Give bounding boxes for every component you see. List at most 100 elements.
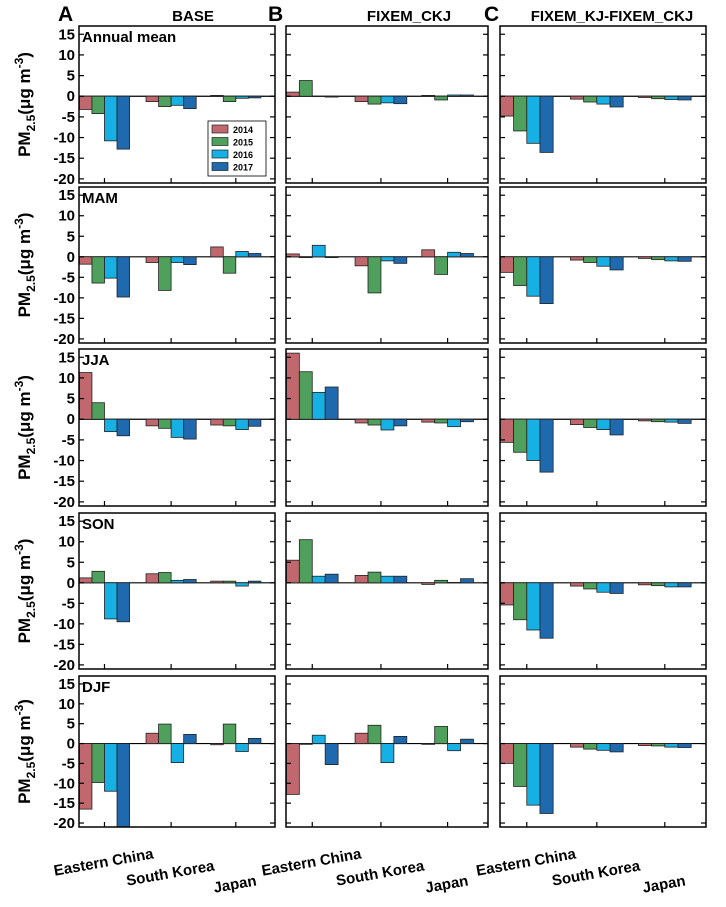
bar-r4-c1-0-2 (311, 734, 326, 744)
bar-r2-c0-0-0 (78, 372, 93, 420)
bar-r3-c2-0-2 (526, 582, 541, 631)
bar-r2-c2-2-0 (638, 418, 653, 422)
bar-r1-c2-2-1 (651, 256, 666, 261)
bar-r3-c0-1-3 (183, 579, 197, 584)
bar-r2-c2-2-3 (677, 418, 692, 424)
svg-text:PM2.5(μg m-3): PM2.5(μg m-3) (12, 213, 38, 318)
panel-row0-col1 (285, 25, 489, 184)
bar-r2-c2-1-1 (583, 418, 598, 428)
bar-r3-c0-0-3 (116, 582, 130, 623)
bar-r1-c1-1-0 (354, 256, 369, 267)
bar-r0-c2-2-1 (651, 95, 666, 100)
category-label-col1-2: Japan (424, 872, 470, 896)
season-label-row-2: JJA (82, 352, 110, 369)
y-tick-label: 15 (58, 676, 75, 693)
bar-r0-c2-1-0 (570, 95, 585, 100)
y-tick-label: -10 (53, 130, 75, 147)
panel-frame (499, 186, 707, 344)
panel-row3-col1 (285, 512, 489, 670)
column-title-0: BASE (172, 8, 214, 25)
bar-r4-c1-2-2 (447, 743, 461, 752)
bar-r1-c2-1-2 (596, 256, 611, 267)
y-axis-label-row-2: PM2.5(μg m-3) (12, 375, 38, 480)
bar-r3-c1-1-3 (393, 575, 408, 584)
bar-r2-c2-0-1 (513, 418, 528, 453)
column-title-1: FIXEM_CKJ (367, 8, 451, 25)
bar-r4-c1-1-2 (380, 743, 395, 764)
svg-text:PM2.5(μg m-3): PM2.5(μg m-3) (12, 699, 38, 804)
bar-r0-c0-2-0 (210, 95, 224, 97)
season-label-row-3: SON (82, 516, 115, 533)
bar-r4-c2-1-0 (570, 743, 585, 748)
bar-r1-c1-2-1 (434, 256, 448, 275)
bar-r4-c2-2-2 (664, 743, 679, 748)
bar-r0-c2-1-1 (583, 95, 598, 103)
y-tick-label: -15 (53, 473, 75, 490)
bar-r3-c1-0-2 (311, 575, 326, 584)
bar-r4-c0-2-3 (247, 737, 262, 744)
bar-r1-c1-1-3 (393, 256, 408, 264)
bar-r4-c1-1-3 (393, 736, 408, 744)
bar-r3-c0-0-2 (104, 582, 118, 620)
category-label-col2-2: Japan (641, 872, 687, 896)
y-axis-label-row-3: PM2.5(μg m-3) (12, 539, 38, 644)
category-label-col0-2: Japan (212, 872, 258, 896)
panel-row3-col0: 15 10 5 0 -5 -10 -15 -20 SON (53, 512, 276, 674)
bar-r3-c0-2-1 (222, 580, 237, 584)
bar-r0-c1-0-0 (286, 91, 300, 97)
bar-r0-c2-1-2 (596, 95, 611, 105)
bar-r4-c1-2-1 (434, 726, 448, 744)
bar-r3-c0-2-0 (210, 580, 224, 584)
bar-r3-c2-0-3 (539, 582, 554, 639)
bar-r3-c2-1-0 (570, 582, 585, 587)
panel-frame (78, 512, 276, 670)
bar-r0-c2-2-2 (664, 95, 679, 100)
bar-r4-c2-2-0 (638, 743, 653, 746)
bar-r2-c0-1-0 (145, 418, 159, 427)
y-tick-label: -15 (53, 795, 75, 812)
bar-r3-c0-0-1 (91, 570, 105, 584)
bar-r1-c1-2-0 (421, 249, 436, 258)
bar-r0-c0-0-3 (116, 95, 130, 150)
panel-frame (285, 512, 489, 670)
bar-r2-c2-1-2 (596, 418, 611, 430)
y-tick-label: 15 (58, 26, 75, 43)
bar-r4-c2-0-3 (539, 743, 554, 814)
bar-r3-c1-2-1 (434, 579, 448, 584)
panel-frame (499, 675, 707, 828)
y-tick-label: -5 (62, 432, 75, 449)
bar-r0-c0-1-2 (170, 95, 185, 106)
bar-r0-c0-0-1 (91, 95, 105, 114)
bar-r2-c2-1-3 (609, 418, 624, 436)
legend-swatch-2015 (211, 137, 229, 146)
bar-r4-c1-1-0 (354, 732, 369, 744)
bar-r0-c2-0-2 (526, 95, 541, 144)
panel-frame (78, 675, 276, 828)
bar-r2-c1-0-2 (311, 391, 326, 420)
panel-frame (78, 25, 276, 184)
y-tick-label: 15 (58, 349, 75, 366)
panel-frame (285, 186, 489, 344)
bar-r2-c1-1-0 (354, 418, 369, 424)
bar-r3-c0-1-1 (158, 572, 172, 584)
bar-r2-c2-1-0 (570, 418, 585, 426)
bar-r1-c2-0-2 (526, 256, 541, 297)
legend-swatch-2014 (211, 124, 229, 134)
bar-r0-c0-0-2 (104, 95, 118, 142)
y-tick-label: 0 (67, 88, 75, 105)
panel-frame (78, 348, 276, 507)
bar-r3-c1-1-1 (367, 571, 382, 584)
legend-label-2017: 2017 (233, 163, 253, 173)
bar-r4-c0-2-0 (210, 743, 224, 746)
bar-r3-c2-2-2 (664, 582, 679, 588)
bar-r4-c1-1-1 (367, 724, 382, 744)
bar-r1-c0-0-2 (104, 256, 118, 279)
bar-r3-c1-0-0 (286, 559, 300, 584)
y-tick-label: 0 (67, 411, 75, 428)
bar-r2-c0-0-1 (91, 402, 105, 420)
y-tick-label: 5 (67, 554, 75, 571)
bar-r1-c0-0-1 (91, 256, 105, 284)
panel-frame (499, 348, 707, 507)
bar-r1-c0-2-3 (247, 253, 262, 258)
